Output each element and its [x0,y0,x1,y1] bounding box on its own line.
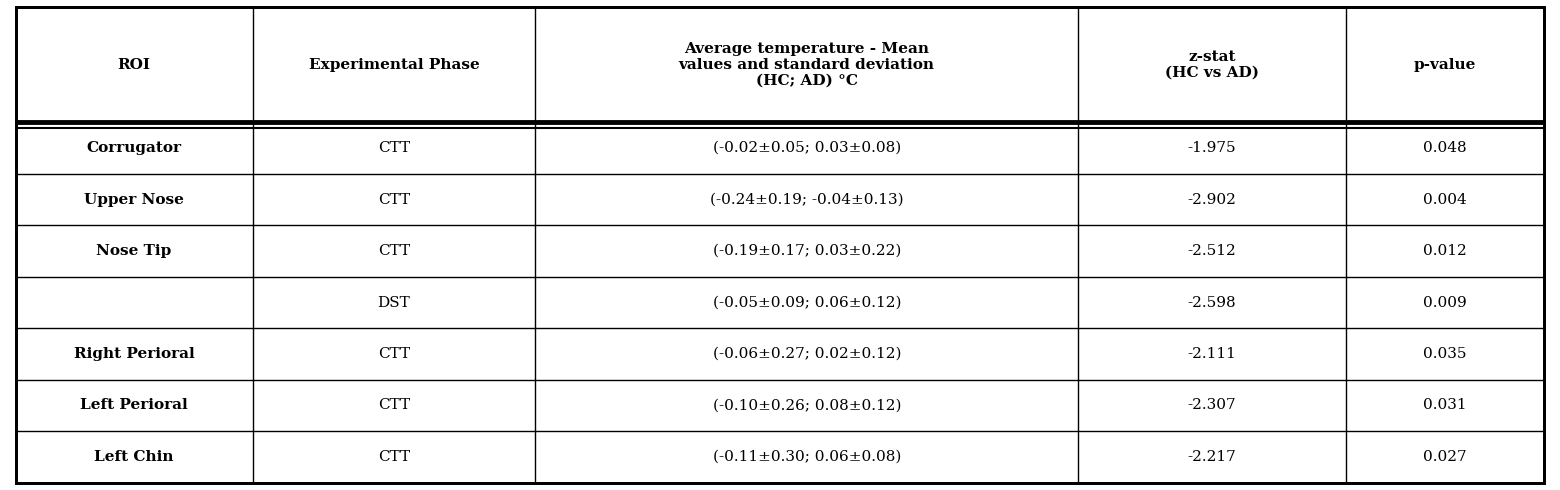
Text: -2.111: -2.111 [1187,347,1237,361]
Text: (-0.02±0.05; 0.03±0.08): (-0.02±0.05; 0.03±0.08) [713,141,900,155]
Text: CTT: CTT [378,398,410,413]
Text: Upper Nose: Upper Nose [84,193,184,207]
Text: p-value: p-value [1413,58,1476,72]
Text: -1.975: -1.975 [1187,141,1236,155]
Text: (-0.24±0.19; -0.04±0.13): (-0.24±0.19; -0.04±0.13) [710,193,903,207]
Text: CTT: CTT [378,193,410,207]
Text: Average temperature - Mean
values and standard deviation
(HC; AD) °C: Average temperature - Mean values and st… [679,42,934,88]
Text: CTT: CTT [378,141,410,155]
Text: Experimental Phase: Experimental Phase [309,58,479,72]
Text: 0.012: 0.012 [1423,244,1466,258]
Text: 0.048: 0.048 [1423,141,1466,155]
Text: -2.512: -2.512 [1187,244,1236,258]
Text: 0.027: 0.027 [1423,450,1466,464]
Text: Right Perioral: Right Perioral [73,347,195,361]
Text: Left Perioral: Left Perioral [80,398,187,413]
Text: (-0.19±0.17; 0.03±0.22): (-0.19±0.17; 0.03±0.22) [713,244,902,258]
Text: (-0.10±0.26; 0.08±0.12): (-0.10±0.26; 0.08±0.12) [713,398,902,413]
Text: CTT: CTT [378,244,410,258]
Text: 0.009: 0.009 [1423,295,1466,310]
Text: (-0.11±0.30; 0.06±0.08): (-0.11±0.30; 0.06±0.08) [713,450,902,464]
Text: -2.307: -2.307 [1187,398,1236,413]
Text: -2.217: -2.217 [1187,450,1236,464]
Text: DST: DST [378,295,410,310]
Text: CTT: CTT [378,450,410,464]
Text: (-0.05±0.09; 0.06±0.12): (-0.05±0.09; 0.06±0.12) [713,295,902,310]
Text: 0.004: 0.004 [1423,193,1466,207]
Text: (-0.06±0.27; 0.02±0.12): (-0.06±0.27; 0.02±0.12) [713,347,902,361]
Text: -2.598: -2.598 [1187,295,1236,310]
Text: Corrugator: Corrugator [87,141,181,155]
Text: -2.902: -2.902 [1187,193,1237,207]
Text: Nose Tip: Nose Tip [97,244,172,258]
Text: Left Chin: Left Chin [94,450,173,464]
Text: ROI: ROI [117,58,151,72]
Text: 0.035: 0.035 [1423,347,1466,361]
Text: CTT: CTT [378,347,410,361]
Text: z-stat
(HC vs AD): z-stat (HC vs AD) [1165,50,1259,80]
Text: 0.031: 0.031 [1423,398,1466,413]
